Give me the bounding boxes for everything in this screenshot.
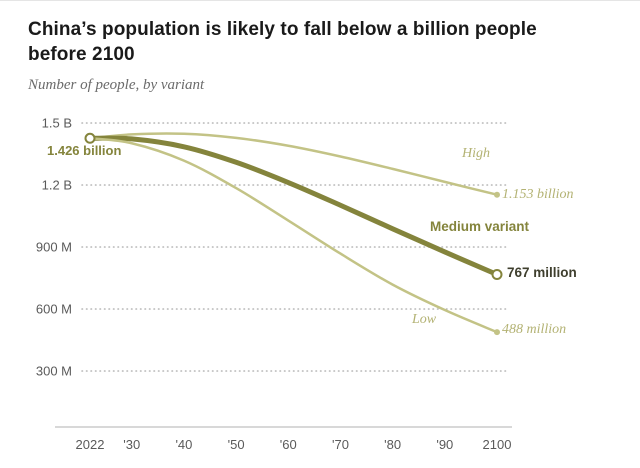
chart-canvas: 1.5 B 1.2 B 900 M 600 M 300 M 2022 '30 '40 '50 '6… [36,116,512,452]
x-tick-label: '30 [123,437,140,452]
marker-open [84,132,96,144]
annotation-low-end: 488 million [502,322,567,338]
x-tick-label: 2100 [483,437,512,452]
population-line-chart: 1.5 B 1.2 B 900 M 600 M 300 M 2022 '30 '40 '50 '6… [0,108,640,463]
marker-dot [494,191,500,198]
annotation-medium-label: Medium variant [430,219,530,235]
x-tick-label: '40 [175,437,192,452]
series-line-high [88,132,499,197]
x-tick-label: '60 [280,437,297,452]
annotation-medium-end: 767 million [507,265,577,281]
y-tick-label: 600 M [36,302,72,317]
y-tick-label: 1.5 B [42,116,72,131]
page-title: China’s population is likely to fall bel… [28,19,537,66]
series-line-medium-variant [87,135,500,278]
series-line-low [88,137,499,334]
marker-open [491,269,503,281]
x-tick-label: '80 [384,437,401,452]
marker-dot [494,329,500,336]
y-tick-label: 300 M [36,364,72,379]
annotation-high-label: High [462,146,490,162]
x-tick-label: 2022 [76,437,105,452]
chart-subtitle: Number of people, by variant [28,77,205,94]
annotation-low-label: Low [412,312,437,328]
x-tick-label: '90 [436,437,453,452]
y-tick-label: 900 M [36,240,72,255]
x-tick-label: '70 [332,437,349,452]
x-tick-label: '50 [228,437,245,452]
y-tick-label: 1.2 B [42,178,72,193]
annotation-start-value: 1.426 billion [47,143,122,159]
annotation-high-end: 1.153 billion [502,187,574,203]
